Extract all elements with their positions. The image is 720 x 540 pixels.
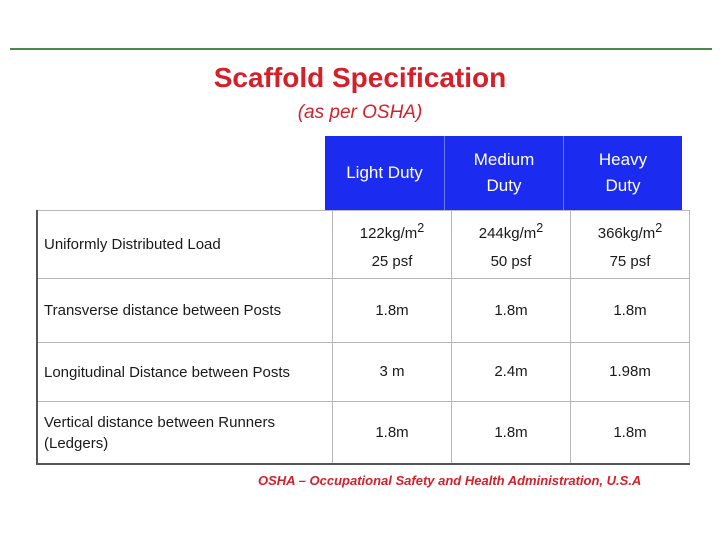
cell-medium-duty: 1.8m — [451, 278, 571, 343]
page-subtitle: (as per OSHA) — [297, 102, 423, 123]
column-header-line: Duty — [605, 176, 641, 195]
cell-value: 366kg/m — [597, 224, 656, 242]
cell-value-secondary: 25 psf — [371, 252, 413, 270]
row-label: Vertical distance between Runners (Ledge… — [36, 401, 333, 465]
cell-value: 244kg/m — [478, 224, 537, 242]
cell-light-duty: 1.8m — [332, 401, 452, 465]
cell-superscript: 2 — [417, 220, 425, 235]
cell-medium-duty: 244kg/m2 50 psf — [451, 210, 571, 279]
column-header-medium-duty: Medium Duty — [444, 136, 563, 210]
cell-superscript: 2 — [655, 220, 663, 235]
cell-light-duty: 1.8m — [332, 278, 452, 343]
column-header-line: Medium — [473, 150, 535, 169]
table-row-udl: Uniformly Distributed Load 122kg/m2 25 p… — [36, 210, 690, 279]
column-header-line: Heavy — [598, 150, 648, 169]
cell-heavy-duty: 1.8m — [570, 401, 690, 465]
cell-value-secondary: 75 psf — [609, 252, 651, 270]
cell-medium-duty: 1.8m — [451, 401, 571, 465]
row-label-text: Transverse distance between Posts — [44, 302, 282, 319]
row-label: Longitudinal Distance between Posts — [36, 342, 333, 402]
cell-value-secondary: 50 psf — [490, 252, 532, 270]
row-label-text: Vertical distance between Runners — [44, 413, 275, 431]
row-label-text: Longitudinal Distance between Posts — [44, 363, 290, 381]
cell-medium-duty: 2.4m — [451, 342, 571, 402]
specification-table: Uniformly Distributed Load 122kg/m2 25 p… — [36, 210, 690, 465]
row-label-text-secondary: (Ledgers) — [44, 434, 109, 452]
row-label-text: Uniformly Distributed Load — [44, 236, 221, 253]
cell-superscript: 2 — [536, 220, 544, 235]
column-header-line: Duty — [486, 176, 522, 195]
column-header-light-duty: Light Duty — [325, 136, 444, 210]
table-row-transverse: Transverse distance between Posts 1.8m 1… — [36, 278, 690, 343]
cell-light-duty: 122kg/m2 25 psf — [332, 210, 452, 279]
table-row-vertical: Vertical distance between Runners (Ledge… — [36, 401, 690, 465]
column-header-heavy-duty: Heavy Duty — [563, 136, 682, 210]
row-label: Uniformly Distributed Load — [36, 210, 333, 279]
cell-heavy-duty: 1.98m — [570, 342, 690, 402]
cell-value: 122kg/m — [359, 224, 418, 242]
cell-light-duty: 3 m — [332, 342, 452, 402]
page-title: Scaffold Specification — [213, 62, 507, 93]
table-row-longitudinal: Longitudinal Distance between Posts 3 m … — [36, 342, 690, 402]
cell-heavy-duty: 366kg/m2 75 psf — [570, 210, 690, 279]
footnote: OSHA – Occupational Safety and Health Ad… — [258, 473, 642, 488]
top-divider-line — [10, 48, 712, 50]
column-header-row: Light Duty Medium Duty Heavy Duty — [325, 136, 682, 210]
column-header-line: Light Duty — [346, 163, 423, 182]
row-label: Transverse distance between Posts — [36, 278, 333, 343]
cell-heavy-duty: 1.8m — [570, 278, 690, 343]
